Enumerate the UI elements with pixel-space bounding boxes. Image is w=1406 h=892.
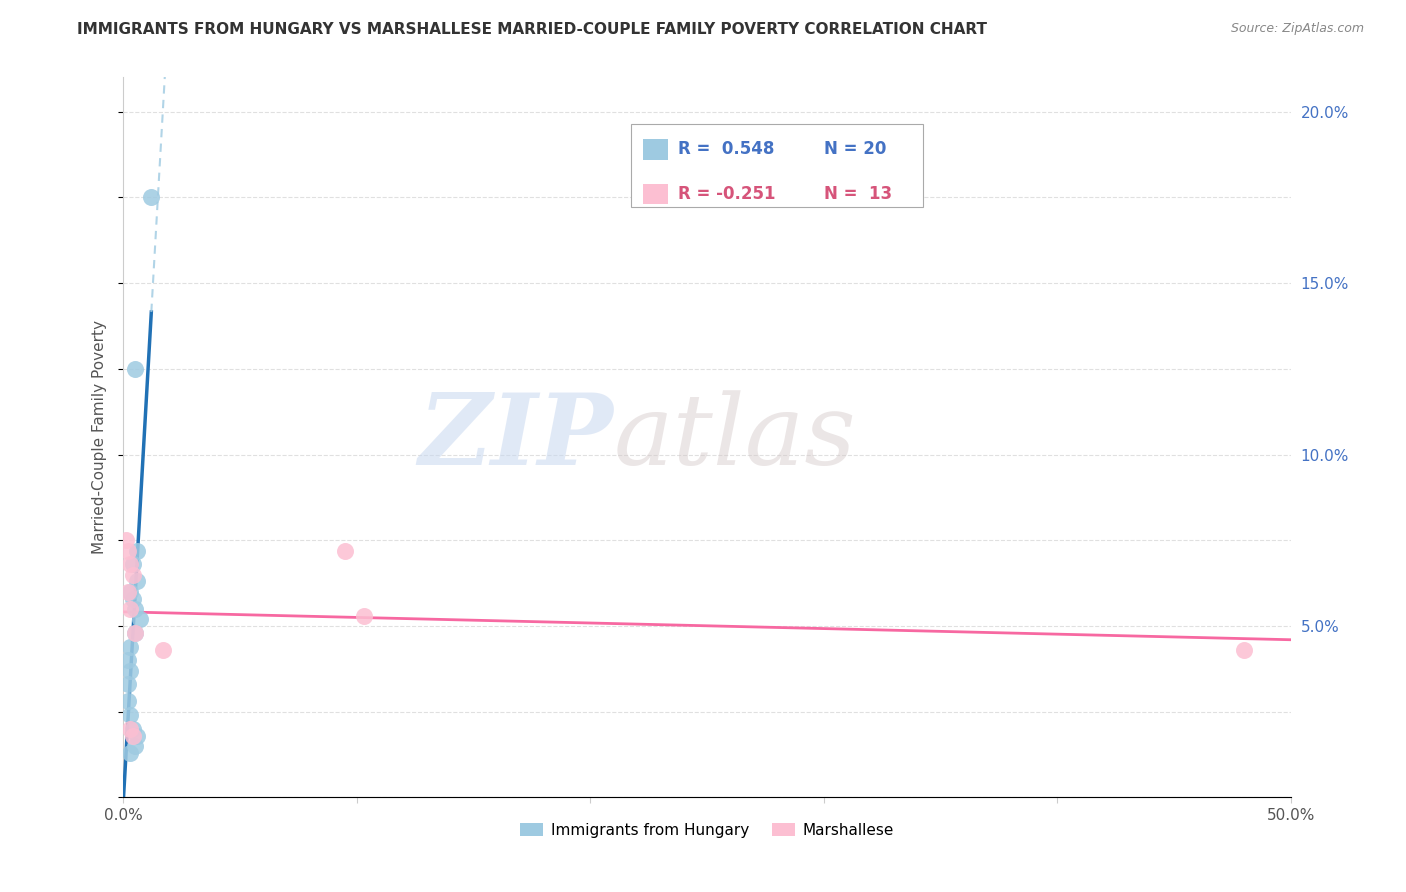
Point [117, 653, 139, 667]
Point [117, 677, 139, 691]
Point [127, 574, 149, 589]
Point [333, 543, 356, 558]
Point [124, 602, 146, 616]
Point [152, 643, 174, 657]
Legend: Immigrants from Hungary, Marshallese: Immigrants from Hungary, Marshallese [515, 816, 900, 844]
Point [120, 708, 142, 723]
Text: IMMIGRANTS FROM HUNGARY VS MARSHALLESE MARRIED-COUPLE FAMILY POVERTY CORRELATION: IMMIGRANTS FROM HUNGARY VS MARSHALLESE M… [77, 22, 987, 37]
Text: R =  0.548: R = 0.548 [678, 140, 775, 159]
FancyBboxPatch shape [631, 124, 922, 207]
Point [127, 543, 149, 558]
Point [120, 640, 142, 654]
Text: ZIP: ZIP [419, 389, 613, 485]
Point [120, 746, 142, 760]
Point [114, 533, 136, 548]
Point [353, 608, 375, 623]
Point [121, 558, 143, 572]
Point [121, 722, 143, 736]
Point [121, 729, 143, 743]
Point [120, 664, 142, 678]
Point [120, 722, 142, 736]
Point [124, 625, 146, 640]
Point [124, 362, 146, 376]
Point [120, 558, 142, 572]
Point [117, 584, 139, 599]
Point [117, 694, 139, 708]
Point [120, 602, 142, 616]
FancyBboxPatch shape [643, 139, 668, 160]
Point [121, 567, 143, 582]
Point [124, 625, 146, 640]
Text: R = -0.251: R = -0.251 [678, 185, 775, 203]
FancyBboxPatch shape [643, 184, 668, 204]
Point [124, 739, 146, 753]
Text: atlas: atlas [613, 390, 856, 485]
Point [128, 612, 150, 626]
Point [120, 584, 142, 599]
Text: N =  13: N = 13 [824, 185, 891, 203]
Point [117, 543, 139, 558]
Text: Source: ZipAtlas.com: Source: ZipAtlas.com [1230, 22, 1364, 36]
Point [1233, 643, 1256, 657]
Point [121, 591, 143, 606]
Point [141, 190, 163, 204]
Text: N = 20: N = 20 [824, 140, 886, 159]
Y-axis label: Married-Couple Family Poverty: Married-Couple Family Poverty [93, 320, 107, 555]
Point [127, 729, 149, 743]
